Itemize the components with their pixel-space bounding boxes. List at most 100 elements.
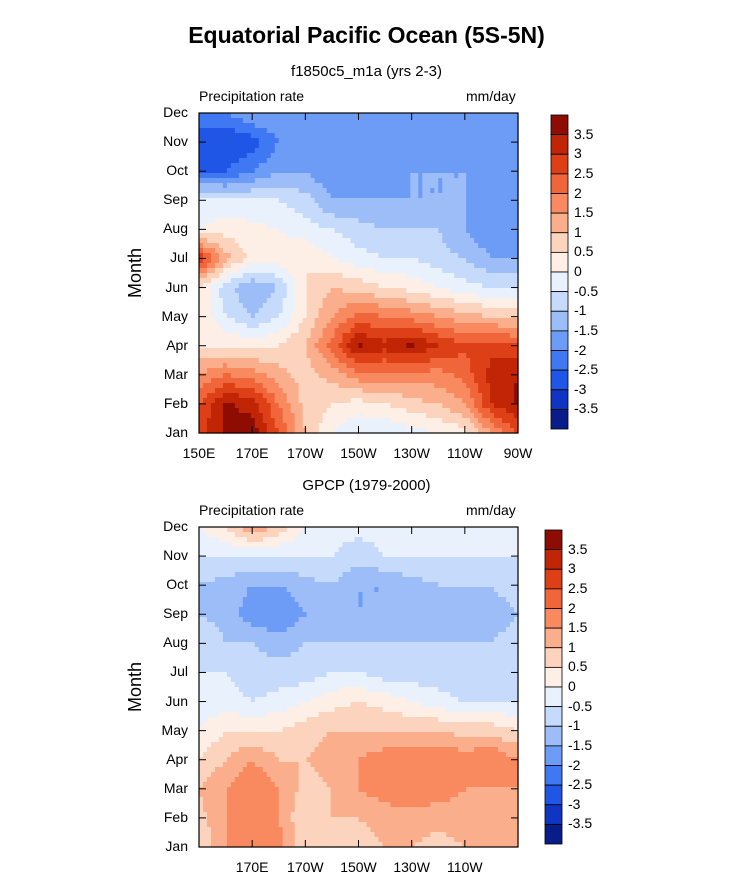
field-cell xyxy=(326,363,332,369)
field-cell xyxy=(470,348,475,354)
field-cell xyxy=(318,253,324,259)
field-cell xyxy=(326,293,332,299)
field-cell xyxy=(370,183,376,189)
field-cell xyxy=(486,283,491,289)
field-cell xyxy=(258,178,264,184)
field-cell xyxy=(406,383,411,389)
field-cell xyxy=(306,273,312,279)
field-cell xyxy=(210,163,216,169)
field-cell xyxy=(402,403,407,409)
field-cell xyxy=(270,133,276,139)
field-cell xyxy=(222,158,228,164)
field-cell xyxy=(322,128,328,134)
field-cell xyxy=(342,283,348,289)
field-cell xyxy=(350,338,356,344)
field-cell xyxy=(226,153,232,159)
field-cell xyxy=(394,408,399,414)
field-cell xyxy=(490,303,495,309)
field-cell xyxy=(370,248,376,254)
field-cell xyxy=(230,308,236,314)
field-cell xyxy=(266,348,272,354)
field-cell xyxy=(314,218,320,224)
field-cell xyxy=(218,268,224,274)
field-cell xyxy=(426,113,431,119)
field-cell xyxy=(314,248,320,254)
field-cell xyxy=(346,373,352,379)
field-cell xyxy=(398,153,403,159)
field-cell xyxy=(366,273,372,279)
field-cell xyxy=(206,408,212,414)
field-cell xyxy=(470,248,475,254)
field-cell xyxy=(230,343,236,349)
field-cell xyxy=(394,173,399,179)
field-cell xyxy=(406,143,411,149)
field-cell xyxy=(274,223,280,229)
field-cell xyxy=(458,358,463,364)
field-cell xyxy=(302,158,308,164)
field-cell xyxy=(342,343,348,349)
field-cell xyxy=(282,158,288,164)
field-cell xyxy=(258,273,264,279)
field-cell xyxy=(466,213,471,219)
field-cell xyxy=(210,158,216,164)
field-cell xyxy=(234,193,240,199)
field-cell xyxy=(334,353,340,359)
field-cell xyxy=(246,328,252,334)
field-cell xyxy=(290,188,296,194)
field-cell xyxy=(202,173,208,179)
field-cell xyxy=(318,263,324,269)
field-cell xyxy=(462,243,467,249)
field-cell xyxy=(378,283,384,289)
field-cell xyxy=(354,268,360,274)
field-cell xyxy=(374,273,380,279)
field-cell xyxy=(514,408,519,414)
field-cell xyxy=(282,263,288,269)
field-cell xyxy=(306,268,312,274)
field-cell xyxy=(458,288,463,294)
field-cell xyxy=(302,168,308,174)
field-cell xyxy=(514,183,519,189)
field-cell xyxy=(430,333,435,339)
field-cell xyxy=(346,343,352,349)
field-cell xyxy=(362,293,368,299)
field-cell xyxy=(510,413,515,419)
field-cell xyxy=(306,228,312,234)
field-cell xyxy=(414,363,419,369)
field-cell xyxy=(238,413,244,419)
field-cell xyxy=(490,123,495,129)
field-cell xyxy=(310,233,316,239)
field-cell xyxy=(318,143,324,149)
field-cell xyxy=(510,153,515,159)
field-cell xyxy=(298,273,304,279)
field-cell xyxy=(506,143,511,149)
field-cell xyxy=(438,333,443,339)
field-cell xyxy=(298,128,304,134)
field-cell xyxy=(222,128,228,134)
field-cell xyxy=(210,268,216,274)
field-cell xyxy=(330,368,336,374)
field-cell xyxy=(306,223,312,229)
field-cell xyxy=(358,123,364,129)
field-cell xyxy=(282,293,288,299)
field-cell xyxy=(294,178,300,184)
field-cell xyxy=(446,168,451,174)
field-cell xyxy=(422,253,427,259)
field-cell xyxy=(334,133,340,139)
field-cell xyxy=(366,278,372,284)
field-cell xyxy=(430,133,435,139)
field-cell xyxy=(502,288,507,294)
field-cell xyxy=(362,228,368,234)
field-cell xyxy=(414,188,419,194)
field-cell xyxy=(338,383,344,389)
field-cell xyxy=(310,358,316,364)
field-cell xyxy=(434,113,439,119)
field-cell xyxy=(494,398,499,404)
field-cell xyxy=(494,328,499,334)
field-cell xyxy=(470,278,475,284)
field-cell xyxy=(506,388,511,394)
field-cell xyxy=(298,358,304,364)
field-cell xyxy=(470,158,475,164)
field-cell xyxy=(466,263,471,269)
field-cell xyxy=(498,248,503,254)
field-cell xyxy=(330,178,336,184)
